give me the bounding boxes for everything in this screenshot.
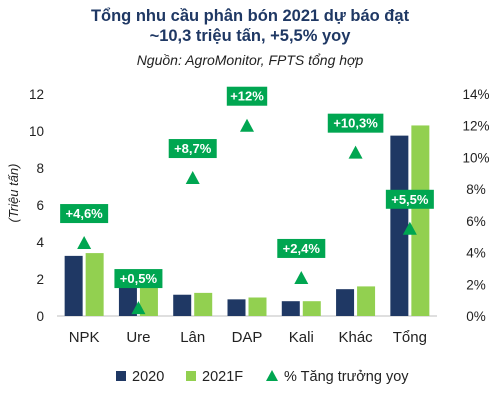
growth-label-box xyxy=(327,113,384,133)
growth-marker xyxy=(185,171,200,185)
y-tick-label: 12 xyxy=(29,87,44,102)
growth-label-box xyxy=(114,269,163,289)
y2-tick-label: 4% xyxy=(466,246,486,261)
growth-label: +4,6% xyxy=(66,206,104,221)
x-category-label: Kali xyxy=(289,329,314,346)
y-tick-label: 0 xyxy=(36,309,44,324)
growth-label: +10,3% xyxy=(333,116,378,131)
y2-tick-label: 6% xyxy=(466,214,486,229)
growth-label-box xyxy=(226,86,268,106)
chart-title: Tổng nhu cầu phân bón 2021 dự báo đạt ~1… xyxy=(0,6,500,46)
bar-2020 xyxy=(227,299,246,316)
x-category-label: Lân xyxy=(180,329,205,346)
x-category-label: Ure xyxy=(126,329,150,346)
y-tick-label: 10 xyxy=(29,124,44,139)
legend-label-growth: % Tăng trưởng yoy xyxy=(284,369,409,385)
chart-title-line1: Tổng nhu cầu phân bón 2021 dự báo đạt xyxy=(90,7,410,25)
legend-marker-growth xyxy=(266,370,278,381)
growth-marker xyxy=(240,118,254,132)
legend-swatch-2020 xyxy=(116,371,126,381)
x-category-label: NPK xyxy=(69,329,100,346)
growth-label: +0,5% xyxy=(120,271,158,286)
y2-tick-label: 12% xyxy=(462,119,489,134)
bar-2020 xyxy=(173,294,192,316)
y2-tick-label: 10% xyxy=(462,150,489,165)
y2-tick-label: 0% xyxy=(466,309,486,324)
bar-2021f xyxy=(357,286,376,316)
bar-2020 xyxy=(281,301,300,316)
growth-marker xyxy=(294,270,309,284)
bar-2021f xyxy=(248,297,267,316)
growth-label: +5,5% xyxy=(391,192,429,207)
growth-label: +8,7% xyxy=(174,141,212,156)
x-category-label: Tổng xyxy=(393,329,427,346)
growth-label-box xyxy=(385,189,434,209)
bar-2021f xyxy=(194,292,213,316)
growth-label-box xyxy=(60,204,109,224)
bar-2021f xyxy=(85,253,104,316)
chart-title-line2: ~10,3 triệu tấn, +5,5% yoy xyxy=(149,27,351,45)
y2-tick-label: 2% xyxy=(466,277,486,292)
growth-label: +12% xyxy=(230,89,264,104)
y-tick-label: 8 xyxy=(36,161,44,176)
bar-2020 xyxy=(390,135,409,316)
legend-label-2021f: 2021F xyxy=(202,369,243,385)
y-axis-label: (Triệu tấn) xyxy=(6,164,21,223)
x-category-label: DAP xyxy=(232,329,263,346)
bar-2020 xyxy=(64,255,83,316)
bar-2021f xyxy=(302,301,321,316)
y2-tick-label: 14% xyxy=(462,87,489,102)
y-tick-label: 6 xyxy=(36,198,44,213)
y2-tick-label: 8% xyxy=(466,182,486,197)
y-tick-label: 2 xyxy=(36,272,44,287)
y-tick-label: 4 xyxy=(36,235,44,250)
bar-2020 xyxy=(336,289,355,316)
growth-label-box xyxy=(168,139,217,159)
growth-marker xyxy=(77,236,92,250)
growth-marker xyxy=(402,221,417,235)
growth-marker xyxy=(131,301,146,315)
legend-swatch-2021f xyxy=(186,371,196,381)
x-category-label: Khác xyxy=(338,329,373,346)
bar-2021f xyxy=(411,125,430,316)
growth-marker xyxy=(348,145,363,159)
growth-label-box xyxy=(277,238,326,258)
growth-label: +2,4% xyxy=(283,241,321,256)
legend-label-2020: 2020 xyxy=(132,369,164,385)
chart-subtitle: Nguồn: AgroMonitor, FPTS tổng hợp xyxy=(136,52,364,68)
